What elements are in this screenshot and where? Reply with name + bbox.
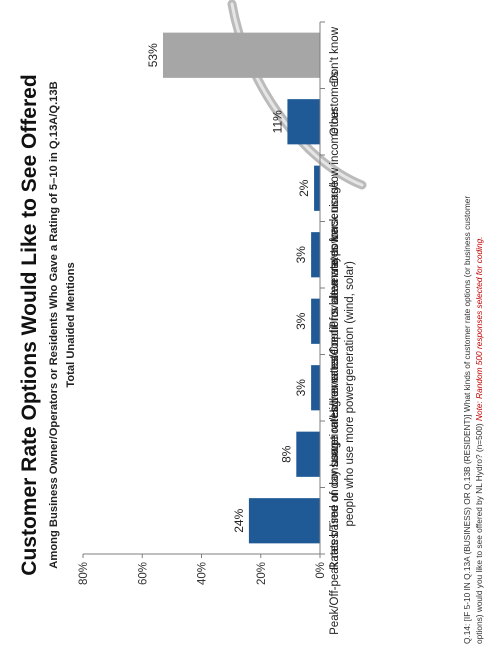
bar xyxy=(314,165,321,211)
y-tick-label: 20% xyxy=(256,562,268,585)
footnote-line-2: options) would you like to see offered b… xyxy=(474,237,484,644)
y-tick-label: 60% xyxy=(137,562,149,585)
bar xyxy=(311,232,320,278)
bar-value-label: 3% xyxy=(294,312,308,330)
decorative-swoosh xyxy=(227,0,367,190)
category-label-line: Lower rates/Lower rate options xyxy=(329,309,341,467)
category-label-line: Provide a way to track usage xyxy=(329,181,341,329)
decorative-swoosh-inner xyxy=(230,2,364,187)
bar-value-label: 53% xyxy=(146,43,160,67)
category-label-line: Other xyxy=(329,107,341,136)
bar-value-label: 3% xyxy=(294,379,308,397)
footnote-line-1: Q.14: [IF 5-10 IN Q.13A (BUSINESS) OR Q.… xyxy=(462,196,472,644)
bar xyxy=(311,365,320,411)
rotated-chart-group: Customer Rate Options Would Like to See … xyxy=(18,21,484,644)
y-tick-label: 80% xyxy=(78,562,90,585)
category-label-line: Peak/Off-peak rates/Time of day usage ra… xyxy=(329,406,341,634)
chart-title: Customer Rate Options Would Like to See … xyxy=(18,74,41,575)
chart-subtitle: Among Business Owner/Operators or Reside… xyxy=(48,81,60,568)
footnote-line-2-text: options) would you like to see offered b… xyxy=(474,421,484,644)
bar xyxy=(311,298,320,344)
category-label: Other xyxy=(329,107,341,136)
category-label-line: Don't know xyxy=(329,26,341,83)
category-label: Don't know xyxy=(329,26,341,83)
category-label-line: generation (wind, solar) xyxy=(344,261,356,381)
y-tick-label: 0% xyxy=(315,562,327,579)
bar-value-label: 8% xyxy=(279,445,293,463)
bar xyxy=(162,32,320,78)
bars-layer: 24% 8% 3% 3% 3% 2% 11% 53% xyxy=(146,32,321,544)
bar-value-label: 11% xyxy=(270,110,284,133)
footnote-note: Note: Random 500 responses selected for … xyxy=(474,237,484,421)
bar-value-label: 24% xyxy=(232,508,246,532)
chart-subtitle-secondary: Total Unaided Mentions xyxy=(65,262,77,387)
y-tick-label: 40% xyxy=(197,562,209,585)
category-label-line: people who use more power xyxy=(344,382,356,527)
category-label: Peak/Off-peak rates/Time of day usage ra… xyxy=(329,406,341,634)
bar xyxy=(296,431,320,477)
category-label-line: Lower rates/Credit for alternate power xyxy=(329,225,341,418)
category-label-line: Lower rates for seniors/low income custo… xyxy=(329,71,341,305)
category-label-line: Rates based on consumption/Higher rates … xyxy=(329,338,341,570)
category-label: Rates based on consumption/Higher rates … xyxy=(329,338,356,570)
category-label: Lower rates/Lower rate options xyxy=(329,309,341,467)
bar-value-label: 2% xyxy=(297,179,311,197)
category-label: Lower rates for seniors/low income custo… xyxy=(329,71,341,305)
bar-value-label: 3% xyxy=(294,246,308,264)
category-label: Lower rates/Credit for alternate power ge… xyxy=(329,225,356,418)
bar xyxy=(248,498,320,544)
bar xyxy=(287,99,321,145)
category-label: Provide a way to track usage xyxy=(329,181,341,329)
axis-layer: 0% 20% 40% 60% 80% Peak/Off-peak rates/Time o… xyxy=(78,21,356,635)
